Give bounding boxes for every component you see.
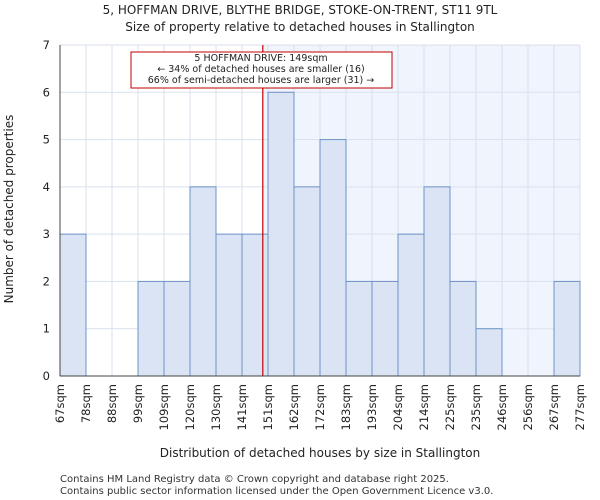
x-tick-label: 78sqm (79, 384, 93, 423)
bar (215, 233, 243, 377)
x-tick-label: 141sqm (235, 384, 249, 430)
bar (163, 280, 191, 377)
annotation-box: 5 HOFFMAN DRIVE: 149sqm ← 34% of detache… (130, 51, 393, 89)
x-tick-label: 246sqm (495, 384, 509, 430)
y-tick-label: 5 (43, 133, 50, 147)
x-tick-label: 162sqm (287, 384, 301, 430)
annotation-line-3: 66% of semi-detached houses are larger (… (148, 75, 375, 86)
x-tick-label: 267sqm (547, 384, 561, 430)
x-tick-label: 151sqm (261, 384, 275, 430)
bar (449, 280, 477, 377)
chart-subtitle: Size of property relative to detached ho… (125, 20, 475, 34)
x-tick-label: 88sqm (105, 384, 119, 423)
axes (59, 45, 580, 377)
chart-title: 5, HOFFMAN DRIVE, BLYTHE BRIDGE, STOKE-O… (103, 3, 498, 17)
bar (553, 280, 581, 377)
y-tick-label: 0 (43, 369, 50, 383)
x-tick-label: 214sqm (417, 384, 431, 430)
bar (293, 186, 321, 377)
x-tick-label: 256sqm (521, 384, 535, 430)
x-tick-label: 172sqm (313, 384, 327, 430)
y-tick-label: 4 (43, 180, 50, 194)
x-tick-label: 183sqm (339, 384, 353, 430)
y-tick-label: 1 (43, 322, 50, 336)
x-tick-label: 99sqm (131, 384, 145, 423)
x-tick-label: 130sqm (209, 384, 223, 430)
footer-line-1: Contains HM Land Registry data © Crown c… (60, 474, 449, 485)
y-tick-label: 3 (43, 227, 50, 241)
bar (423, 186, 451, 377)
x-tick-label: 120sqm (183, 384, 197, 430)
bar (371, 280, 399, 377)
bar (137, 280, 165, 377)
bars (59, 91, 581, 377)
x-tick-label: 225sqm (443, 384, 457, 430)
y-tick-label: 6 (43, 85, 50, 99)
bar (397, 233, 425, 377)
annotation-line-2: ← 34% of detached houses are smaller (16… (157, 64, 364, 75)
bar (59, 233, 87, 377)
y-axis-label: Number of detached properties (2, 115, 16, 304)
bar (241, 233, 269, 377)
x-tick-label: 235sqm (469, 384, 483, 430)
bar (267, 91, 295, 377)
y-tick-label: 7 (43, 38, 50, 52)
x-axis-label: Distribution of detached houses by size … (160, 446, 480, 460)
x-tick-label: 193sqm (365, 384, 379, 430)
bar (345, 280, 373, 377)
y-tick-labels: 0 1 2 3 4 5 6 7 (43, 38, 50, 383)
bar (189, 186, 217, 377)
bar (319, 139, 347, 377)
x-tick-label: 204sqm (391, 384, 405, 430)
y-tick-label: 2 (43, 274, 50, 288)
x-tick-labels: 67sqm 78sqm 88sqm 99sqm 109sqm 120sqm 130sqm 14… (53, 384, 587, 430)
annotation-line-1: 5 HOFFMAN DRIVE: 149sqm (194, 53, 327, 64)
x-tick-label: 67sqm (53, 384, 67, 423)
x-tick-label: 109sqm (157, 384, 171, 430)
annotation-frame (130, 51, 393, 89)
x-tick-label: 277sqm (573, 384, 587, 430)
footer-line-2: Contains public sector information licen… (60, 486, 493, 497)
bar (475, 328, 503, 377)
